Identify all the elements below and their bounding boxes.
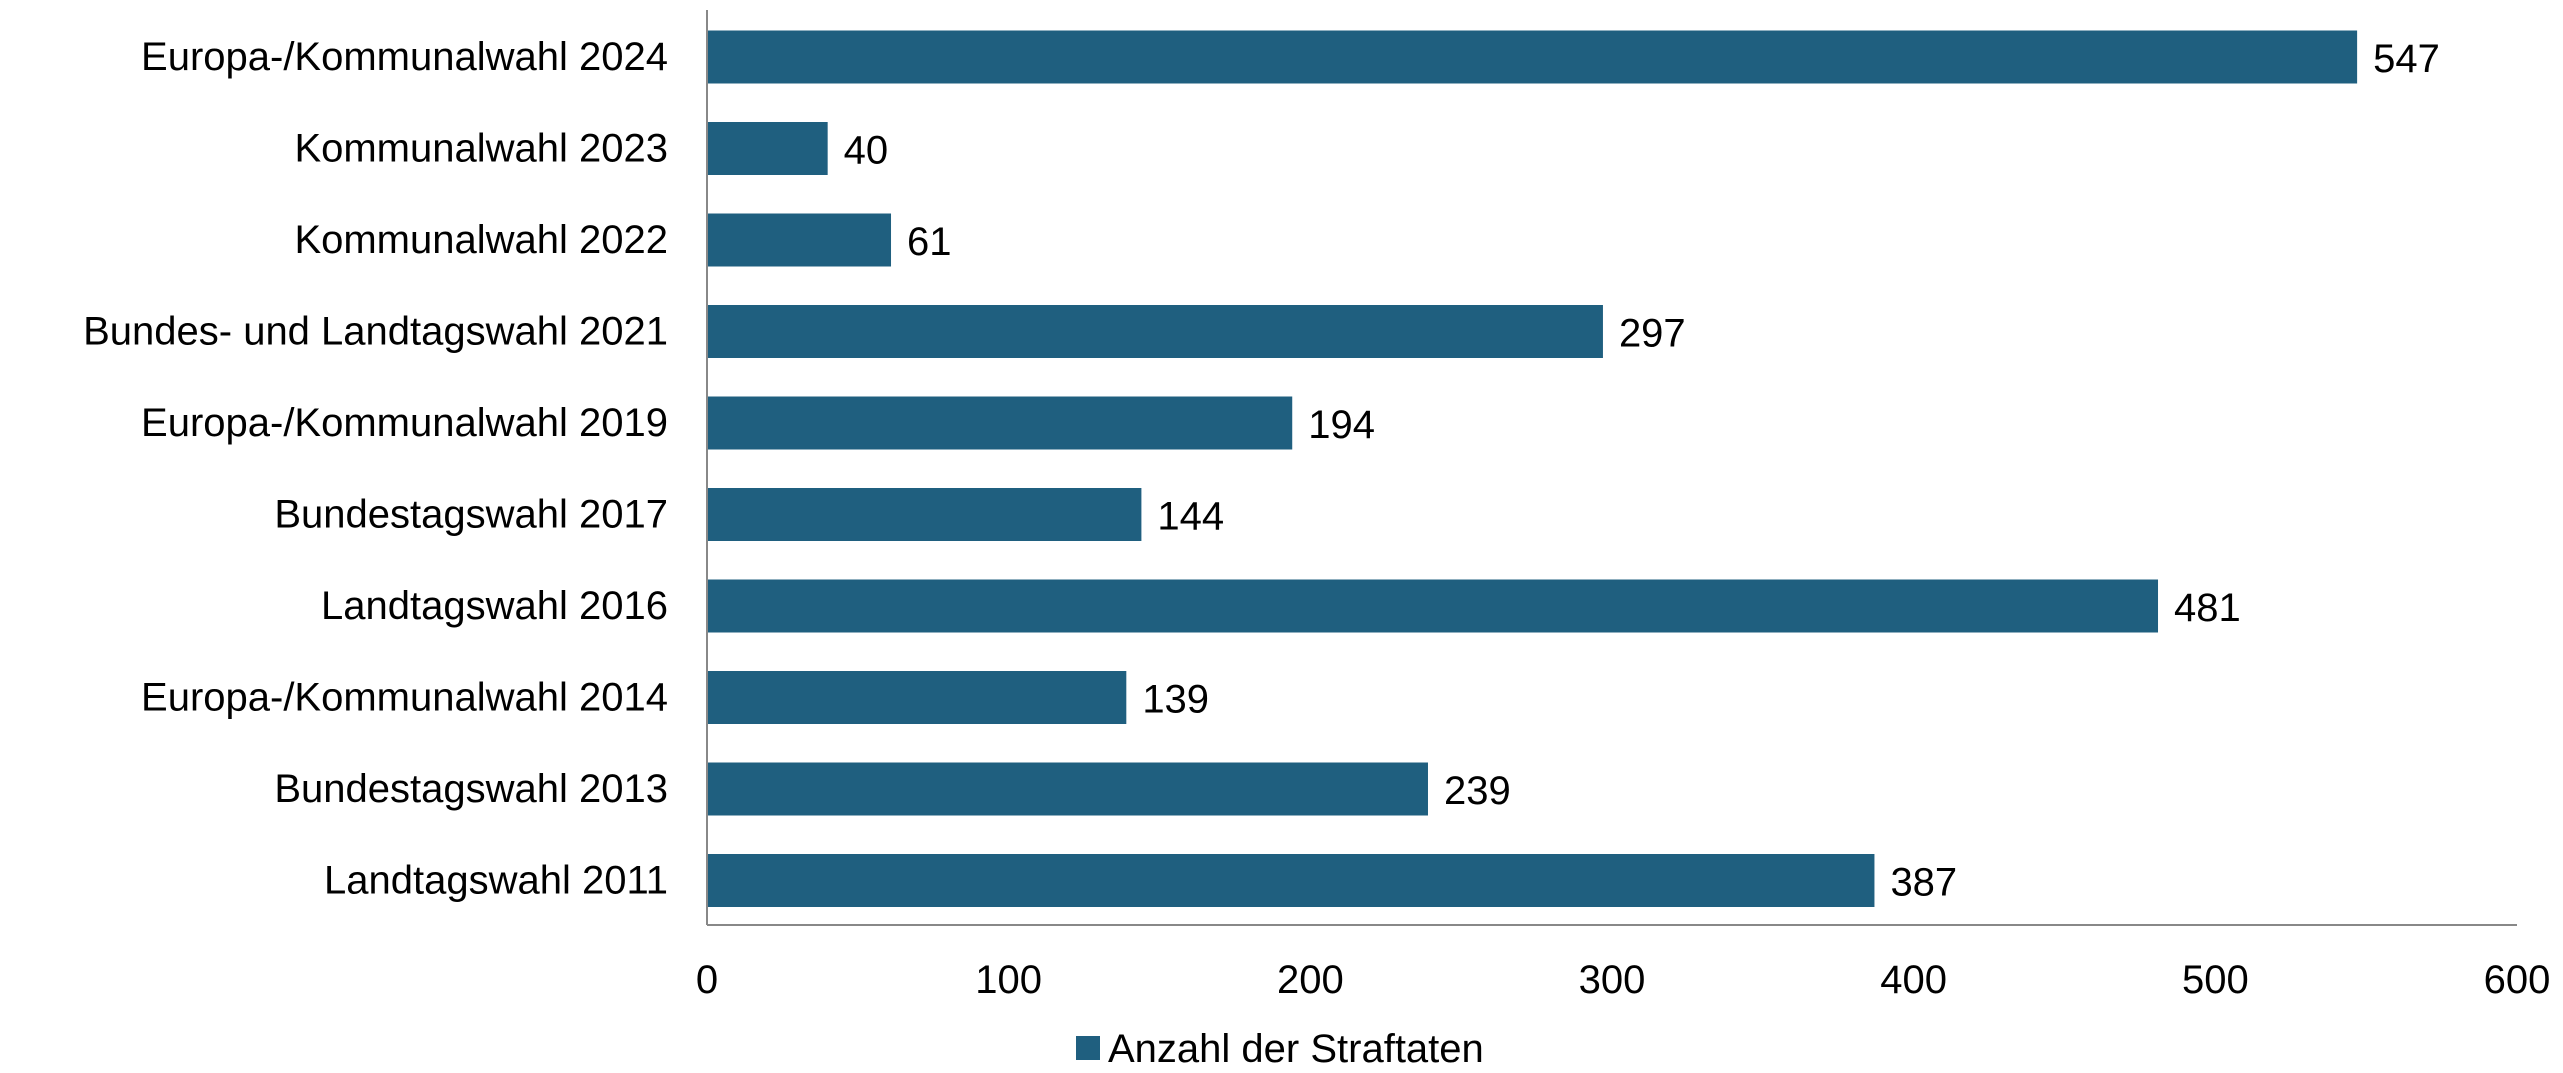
category-label: Bundestagswahl 2013 bbox=[274, 767, 668, 811]
category-label: Europa-/Kommunalwahl 2014 bbox=[141, 676, 668, 720]
data-label: 144 bbox=[1157, 495, 1224, 539]
x-tick-label: 400 bbox=[1880, 958, 1947, 1002]
bar bbox=[707, 213, 892, 267]
labels-layer: Europa-/Kommunalwahl 2024 547 Kommunalwahl… bbox=[83, 35, 2440, 905]
category-label: Europa-/Kommunalwahl 2024 bbox=[141, 35, 668, 79]
x-tick-label: 200 bbox=[1277, 958, 1344, 1002]
bar bbox=[707, 488, 1142, 541]
data-label: 139 bbox=[1142, 678, 1209, 722]
bar bbox=[707, 579, 2159, 633]
x-tick-label: 300 bbox=[1579, 958, 1646, 1002]
legend-swatch bbox=[1076, 1036, 1100, 1060]
category-label: Bundestagswahl 2017 bbox=[274, 493, 668, 537]
data-label: 194 bbox=[1308, 403, 1375, 447]
category-label: Landtagswahl 2016 bbox=[321, 584, 668, 628]
x-tick-label: 600 bbox=[2484, 958, 2551, 1002]
data-label: 481 bbox=[2174, 586, 2241, 630]
data-label: 40 bbox=[844, 129, 889, 173]
data-label: 547 bbox=[2373, 37, 2440, 81]
bar bbox=[707, 122, 828, 175]
x-tick-label: 500 bbox=[2182, 958, 2249, 1002]
category-label: Kommunalwahl 2023 bbox=[294, 127, 668, 171]
bar bbox=[707, 762, 1428, 816]
bar bbox=[707, 854, 1875, 907]
bar bbox=[707, 671, 1127, 724]
x-tick-label: 0 bbox=[696, 958, 718, 1002]
bar bbox=[707, 396, 1293, 450]
data-label: 387 bbox=[1890, 861, 1957, 905]
bar bbox=[707, 305, 1603, 358]
x-axis-ticks: 0 100 200 300 400 500 600 bbox=[696, 958, 2551, 1002]
data-label: 297 bbox=[1619, 312, 1686, 356]
category-label: Europa-/Kommunalwahl 2019 bbox=[141, 401, 668, 445]
category-label: Kommunalwahl 2022 bbox=[294, 218, 668, 262]
x-tick-label: 100 bbox=[975, 958, 1042, 1002]
category-label: Bundes- und Landtagswahl 2021 bbox=[83, 310, 668, 354]
data-label: 239 bbox=[1444, 769, 1511, 813]
bar bbox=[707, 30, 2358, 84]
data-label: 61 bbox=[907, 220, 952, 264]
category-label: Landtagswahl 2011 bbox=[324, 859, 668, 903]
legend: Anzahl der Straftaten bbox=[1076, 1027, 1484, 1071]
bars-layer bbox=[707, 30, 2358, 907]
legend-label: Anzahl der Straftaten bbox=[1108, 1027, 1484, 1071]
